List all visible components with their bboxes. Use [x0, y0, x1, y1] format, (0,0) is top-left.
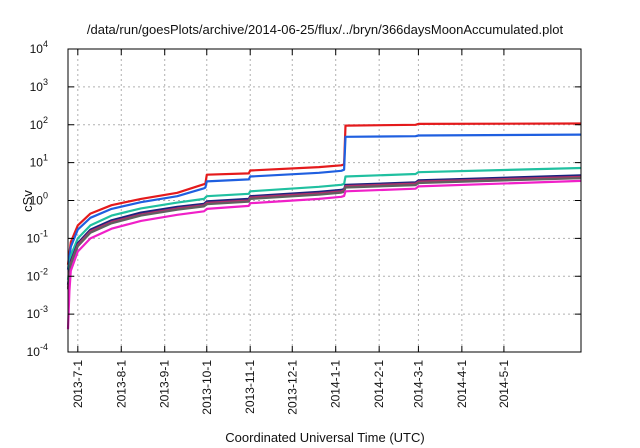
y-tick-label: 10-2 [27, 266, 48, 283]
y-tick-label: 104 [30, 39, 48, 56]
x-tick-label: 2013-10-1 [200, 360, 214, 415]
series-line-6 [66, 177, 582, 290]
x-tick-label: 2014-2-1 [372, 360, 386, 408]
series-lines [66, 122, 582, 330]
y-tick-label: 10-3 [27, 304, 48, 321]
x-axis-ticks: 2013-7-1 2013-8-1 2013-9-1 2013-10-1 2013-11… [71, 49, 511, 415]
y-axis-label: cSv [20, 190, 35, 212]
y-tick-label: 10-4 [27, 342, 48, 359]
y-tick-label: 103 [30, 77, 48, 94]
chart-title: /data/run/goesPlots/archive/2014-06-25/f… [87, 22, 564, 37]
y-tick-label: 102 [30, 115, 48, 132]
x-tick-label: 2013-8-1 [114, 360, 128, 408]
x-tick-label: 2013-9-1 [158, 360, 172, 408]
series-line-7 [66, 179, 582, 330]
x-tick-label: 2014-5-1 [497, 360, 511, 408]
x-tick-label: 2013-7-1 [71, 360, 85, 408]
x-tick-label: 2013-11-1 [243, 360, 257, 414]
x-tick-label: 2014-1-1 [329, 360, 343, 408]
series-line-1 [66, 122, 582, 265]
x-tick-label: 2013-12-1 [285, 360, 299, 415]
y-tick-label: 101 [30, 153, 48, 170]
y-tick-label: 10-1 [27, 228, 48, 245]
x-tick-label: 2014-3-1 [411, 360, 425, 408]
series-line-3 [66, 166, 582, 281]
x-tick-label: 2014-4-1 [455, 360, 469, 408]
x-axis-label: Coordinated Universal Time (UTC) [225, 430, 424, 445]
series-line-2 [66, 133, 582, 270]
